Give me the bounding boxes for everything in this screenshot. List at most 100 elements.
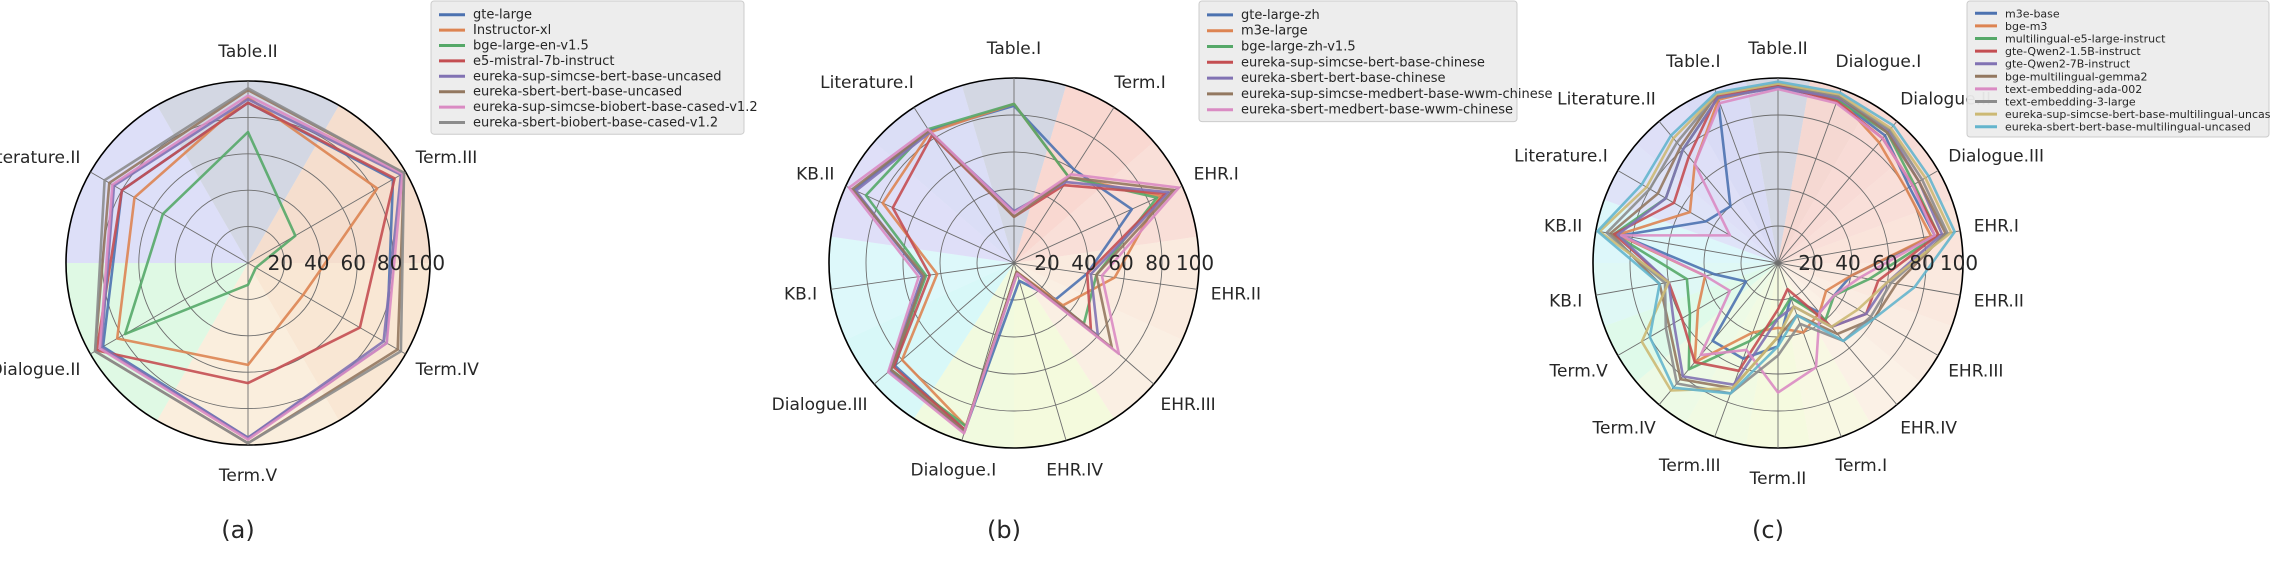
axis-label: KB.I bbox=[784, 285, 817, 305]
axis-label: Table.I bbox=[1665, 52, 1720, 72]
radial-tick-label: 80 bbox=[1145, 251, 1170, 275]
axis-label: EHR.IV bbox=[1046, 460, 1103, 480]
axis-label: Dialogue.I bbox=[911, 460, 997, 480]
background-sector bbox=[1778, 80, 1871, 263]
axis-label: Term.V bbox=[218, 466, 278, 486]
spoke-line bbox=[845, 185, 1015, 264]
spoke-line bbox=[1777, 262, 1842, 437]
series-line bbox=[847, 127, 1181, 435]
legend-box bbox=[1966, 0, 2270, 138]
axis-label: Literature.I bbox=[1514, 147, 1608, 167]
legend-entry: eureka-sbert-medbert-base-wwm-chinese bbox=[1241, 103, 1513, 118]
radial-tick-label: 40 bbox=[1835, 251, 1860, 275]
background-sector bbox=[1685, 263, 1778, 446]
spoke-line bbox=[873, 262, 1015, 385]
radial-tick-label: 100 bbox=[407, 251, 445, 275]
series-line bbox=[1620, 87, 1936, 394]
axis-label: Term.III bbox=[1658, 456, 1721, 476]
axis-label: Dialogue.I bbox=[1836, 52, 1922, 72]
legend-entry: e5-mistral-7b-instruct bbox=[473, 54, 614, 69]
series-line bbox=[1616, 84, 1933, 364]
axis-label: EHR.IV bbox=[1900, 419, 1957, 439]
background-sector bbox=[845, 263, 1014, 419]
series-line bbox=[1596, 80, 1956, 395]
axis-label: Table.I bbox=[986, 39, 1041, 59]
radial-tick-label: 60 bbox=[1872, 251, 1897, 275]
legend: gte-large-zhm3e-largebge-large-zh-v1.5eu… bbox=[1198, 0, 1552, 123]
radial-tick-label: 20 bbox=[1034, 251, 1059, 275]
series-line bbox=[93, 87, 406, 445]
legend: gte-largeInstructor-xlbge-large-en-v1.5e… bbox=[430, 0, 758, 135]
axis-label: Literature.II bbox=[0, 148, 80, 168]
legend-entry: bge-m3 bbox=[2005, 20, 2047, 33]
radial-tick-label: 60 bbox=[1108, 251, 1133, 275]
legend-entry: m3e-base bbox=[2005, 7, 2060, 20]
background-sector bbox=[1778, 263, 1963, 327]
background-sector bbox=[1778, 263, 1920, 424]
legend-entry: eureka-sbert-bert-base-uncased bbox=[473, 85, 682, 100]
axis-label: KB.II bbox=[1544, 217, 1582, 237]
spoke-line bbox=[1714, 89, 1779, 264]
spoke-line bbox=[1658, 262, 1779, 406]
spoke-line bbox=[247, 262, 406, 355]
radial-tick-label: 60 bbox=[340, 251, 365, 275]
legend-entry: text-embedding-3-large bbox=[2005, 96, 2136, 109]
spoke-line bbox=[1777, 120, 1898, 264]
spoke-line bbox=[1013, 185, 1183, 264]
legend-entry: eureka-sbert-bert-base-chinese bbox=[1241, 71, 1445, 86]
legend-entry: gte-Qwen2-1.5B-instruct bbox=[2005, 45, 2141, 58]
radial-tick-label: 40 bbox=[1071, 251, 1096, 275]
spoke-line bbox=[1658, 120, 1779, 264]
legend-entry: gte-Qwen2-7B-instruct bbox=[2005, 58, 2131, 71]
radar-panel-2: 20 40 60 80 100 Table.I Term.I EHR.I EHR.II EHR.I… bbox=[772, 0, 1552, 544]
axis-label: EHR.II bbox=[1974, 291, 2024, 311]
legend-entry: eureka-sbert-bert-base-multilingual-unca… bbox=[2005, 121, 2251, 134]
legend-entry: multilingual-e5-large-instruct bbox=[2005, 33, 2166, 46]
axis-label: EHR.I bbox=[1974, 217, 2019, 237]
series-line bbox=[115, 96, 379, 367]
axis-label: Term.I bbox=[1113, 73, 1166, 93]
axis-label: EHR.III bbox=[1161, 395, 1216, 415]
axis-label: Dialogue.II bbox=[0, 360, 80, 380]
radial-tick-label: 100 bbox=[1176, 251, 1214, 275]
axis-label: Dialogue.III bbox=[1948, 147, 2044, 167]
axis-label: Term.IV bbox=[415, 360, 480, 380]
legend-entry: eureka-sup-simcse-biobert-base-cased-v1.… bbox=[473, 100, 758, 115]
series-line bbox=[123, 130, 297, 336]
axis-label: Term.III bbox=[415, 148, 478, 168]
legend-entry: eureka-sup-simcse-bert-base-uncased bbox=[473, 69, 722, 84]
legend: m3e-basebge-m3multilingual-e5-large-inst… bbox=[1966, 0, 2271, 138]
axis-label: EHR.III bbox=[1948, 362, 2003, 382]
background-sector bbox=[1014, 141, 1198, 263]
series-line bbox=[1605, 82, 1949, 395]
legend-entry: eureka-sup-simcse-medbert-base-wwm-chine… bbox=[1241, 87, 1552, 102]
legend-entry: text-embedding-ada-002 bbox=[2005, 83, 2142, 96]
spoke-line bbox=[1777, 89, 1842, 264]
background-sector bbox=[1014, 85, 1154, 263]
panel-label: (b) bbox=[987, 516, 1021, 544]
radar-panel-1: 20 40 60 80 100 Table.II Term.III Term.IV Term.V… bbox=[0, 0, 758, 544]
axis-label: Term.I bbox=[1835, 456, 1888, 476]
radial-tick-label: 20 bbox=[1798, 251, 1823, 275]
axis-label: Term.V bbox=[1549, 362, 1609, 382]
axis-label: KB.I bbox=[1549, 291, 1582, 311]
legend-entry: bge-large-zh-v1.5 bbox=[1241, 40, 1356, 55]
legend-box bbox=[1198, 0, 1518, 123]
axis-label: Literature.II bbox=[1557, 89, 1656, 109]
radial-tick-label: 100 bbox=[1940, 251, 1978, 275]
radar-panel-3: 20 40 60 80 100 Table.II Dialogue.I Dialogue.II… bbox=[1514, 0, 2271, 544]
series-line bbox=[852, 104, 1134, 432]
legend-entry: gte-large bbox=[473, 8, 532, 23]
radial-tick-label: 40 bbox=[304, 251, 329, 275]
spoke-line bbox=[247, 171, 406, 264]
axis-label: Table.II bbox=[217, 42, 277, 62]
background-sector bbox=[1778, 263, 1871, 446]
background-sector bbox=[1014, 263, 1115, 448]
axis-label: Table.II bbox=[1747, 39, 1807, 59]
background-sector bbox=[913, 263, 1014, 448]
legend-entry: Instructor-xl bbox=[473, 23, 551, 38]
legend-entry: eureka-sbert-biobert-base-cased-v1.2 bbox=[473, 116, 718, 131]
axis-label: Term.IV bbox=[1592, 419, 1657, 439]
spoke-line bbox=[90, 171, 249, 264]
